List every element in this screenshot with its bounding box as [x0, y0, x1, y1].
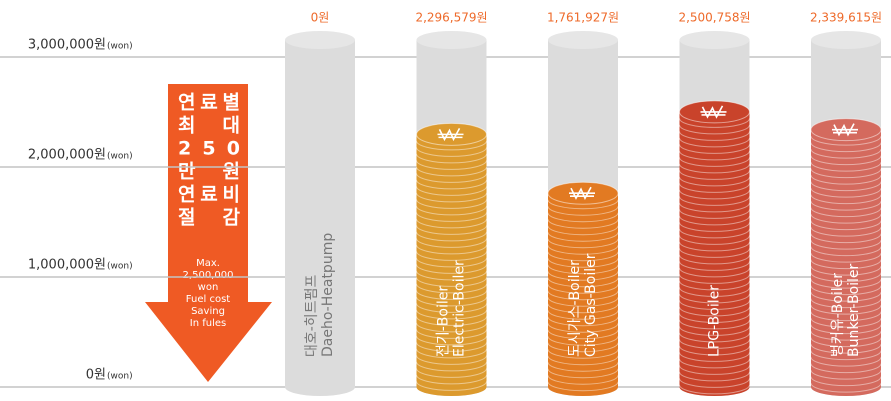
- annotation-korean: 연료비: [178, 184, 240, 206]
- arrow-shape: [145, 84, 272, 382]
- annotation-english: Max.: [196, 258, 220, 269]
- chart: 연료별최대250만원연료비절감Max.2,500,000wonFuel cost…: [0, 0, 891, 401]
- y-tick-label: 1,000,000원: [28, 258, 106, 273]
- annotation-english: In fules: [190, 318, 226, 329]
- column-track-cap: [548, 31, 618, 49]
- value-label: 0원: [311, 11, 330, 25]
- value-label: 2,296,579원: [415, 11, 487, 25]
- category-label: LPG-Boiler: [707, 285, 723, 357]
- category-label-en: City Gas-Boiler: [583, 253, 599, 357]
- annotation-english: Fuel cost: [186, 294, 230, 305]
- y-tick-label: 3,000,000원: [28, 38, 106, 53]
- value-label: 2,500,758원: [678, 11, 750, 25]
- category-label: 도시가스-Boiler: [567, 260, 583, 357]
- category-label-en: Electric-Boiler: [452, 260, 468, 357]
- annotation-english: Saving: [191, 306, 225, 317]
- category-label: 벙커유-Boiler: [830, 273, 846, 357]
- y-tick-label: 2,000,000원: [28, 148, 106, 163]
- y-tick-label: 0원: [86, 368, 106, 383]
- category-label: 대호-히트펌프: [304, 275, 320, 357]
- column-track-cap: [680, 31, 750, 49]
- annotation-korean: 250: [178, 138, 240, 160]
- value-label: 1,761,927원: [547, 11, 619, 25]
- category-label-en: Bunker-Boiler: [846, 263, 862, 357]
- category-label: 전기-Boiler: [436, 286, 452, 357]
- category-label-en: Daeho-Heatpump: [320, 233, 336, 357]
- value-label: 2,339,615원: [810, 11, 882, 25]
- y-unit: (won): [107, 42, 133, 52]
- annotation-english: 2,500,000: [183, 270, 234, 281]
- annotation-english: won: [198, 282, 219, 293]
- column-track-cap: [285, 31, 355, 49]
- y-unit: (won): [107, 372, 133, 382]
- annotation-korean: 연료별: [178, 92, 240, 114]
- column-track-cap: [811, 31, 881, 49]
- y-unit: (won): [107, 262, 133, 272]
- y-unit: (won): [107, 152, 133, 162]
- column-track-cap: [417, 31, 487, 49]
